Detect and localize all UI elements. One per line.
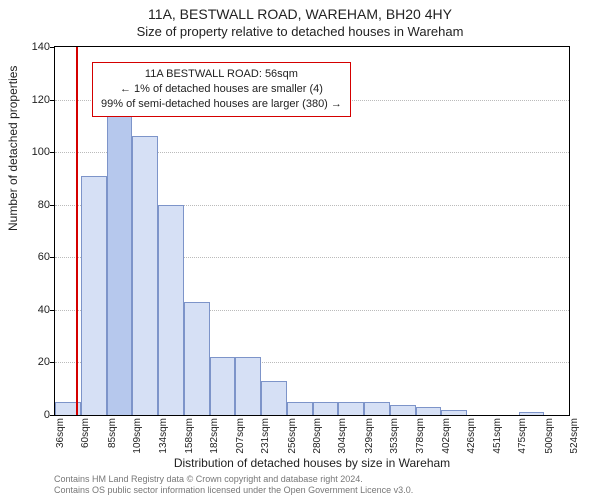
ytick-mark bbox=[50, 47, 55, 48]
histogram-bar bbox=[158, 205, 184, 415]
annotation-box: 11A BESTWALL ROAD: 56sqm← 1% of detached… bbox=[92, 62, 351, 117]
ytick-mark bbox=[50, 205, 55, 206]
xtick-label: 475sqm bbox=[517, 418, 528, 478]
xtick-label: 353sqm bbox=[389, 418, 400, 478]
histogram-bar bbox=[107, 94, 133, 415]
footer-line2: Contains OS public sector information li… bbox=[54, 485, 413, 496]
histogram-bar bbox=[132, 136, 158, 415]
xtick-label: 402sqm bbox=[441, 418, 452, 478]
ytick-label: 60 bbox=[10, 251, 50, 263]
ytick-mark bbox=[50, 257, 55, 258]
histogram-bar bbox=[519, 412, 545, 415]
xtick-label: 280sqm bbox=[312, 418, 323, 478]
xtick-label: 304sqm bbox=[337, 418, 348, 478]
histogram-bar bbox=[390, 405, 416, 416]
histogram-bar bbox=[338, 402, 364, 415]
chart-title-address: 11A, BESTWALL ROAD, WAREHAM, BH20 4HY bbox=[0, 6, 600, 22]
xtick-label: 182sqm bbox=[209, 418, 220, 478]
ytick-mark bbox=[50, 362, 55, 363]
histogram-bar bbox=[441, 410, 467, 415]
annotation-line2: ← 1% of detached houses are smaller (4) bbox=[101, 82, 342, 97]
histogram-bar bbox=[261, 381, 287, 415]
xtick-label: 256sqm bbox=[287, 418, 298, 478]
ytick-label: 100 bbox=[10, 146, 50, 158]
xtick-label: 329sqm bbox=[364, 418, 375, 478]
xtick-label: 109sqm bbox=[132, 418, 143, 478]
ytick-label: 120 bbox=[10, 94, 50, 106]
xtick-label: 85sqm bbox=[107, 418, 118, 478]
histogram-bar bbox=[235, 357, 261, 415]
histogram-bar bbox=[81, 176, 107, 415]
histogram-bar bbox=[416, 407, 442, 415]
xtick-label: 207sqm bbox=[235, 418, 246, 478]
ytick-label: 80 bbox=[10, 199, 50, 211]
xtick-label: 500sqm bbox=[544, 418, 555, 478]
xtick-label: 158sqm bbox=[184, 418, 195, 478]
ytick-mark bbox=[50, 152, 55, 153]
ytick-label: 20 bbox=[10, 356, 50, 368]
annotation-line3: 99% of semi-detached houses are larger (… bbox=[101, 97, 342, 112]
ytick-mark bbox=[50, 310, 55, 311]
xtick-label: 426sqm bbox=[466, 418, 477, 478]
xtick-label: 36sqm bbox=[55, 418, 66, 478]
xtick-label: 378sqm bbox=[415, 418, 426, 478]
ytick-label: 140 bbox=[10, 41, 50, 53]
histogram-bar bbox=[184, 302, 210, 415]
xtick-label: 451sqm bbox=[492, 418, 503, 478]
ytick-mark bbox=[50, 100, 55, 101]
xtick-label: 134sqm bbox=[158, 418, 169, 478]
histogram-bar bbox=[287, 402, 313, 415]
xtick-label: 60sqm bbox=[80, 418, 91, 478]
xtick-label: 524sqm bbox=[569, 418, 580, 478]
histogram-bar bbox=[364, 402, 390, 415]
chart-title-subtitle: Size of property relative to detached ho… bbox=[0, 24, 600, 39]
annotation-line1: 11A BESTWALL ROAD: 56sqm bbox=[101, 67, 342, 82]
xtick-label: 231sqm bbox=[260, 418, 271, 478]
histogram-bar bbox=[210, 357, 236, 415]
ytick-label: 0 bbox=[10, 409, 50, 421]
ytick-label: 40 bbox=[10, 304, 50, 316]
ytick-mark bbox=[50, 415, 55, 416]
histogram-bar bbox=[313, 402, 339, 415]
property-marker-line bbox=[76, 47, 78, 415]
